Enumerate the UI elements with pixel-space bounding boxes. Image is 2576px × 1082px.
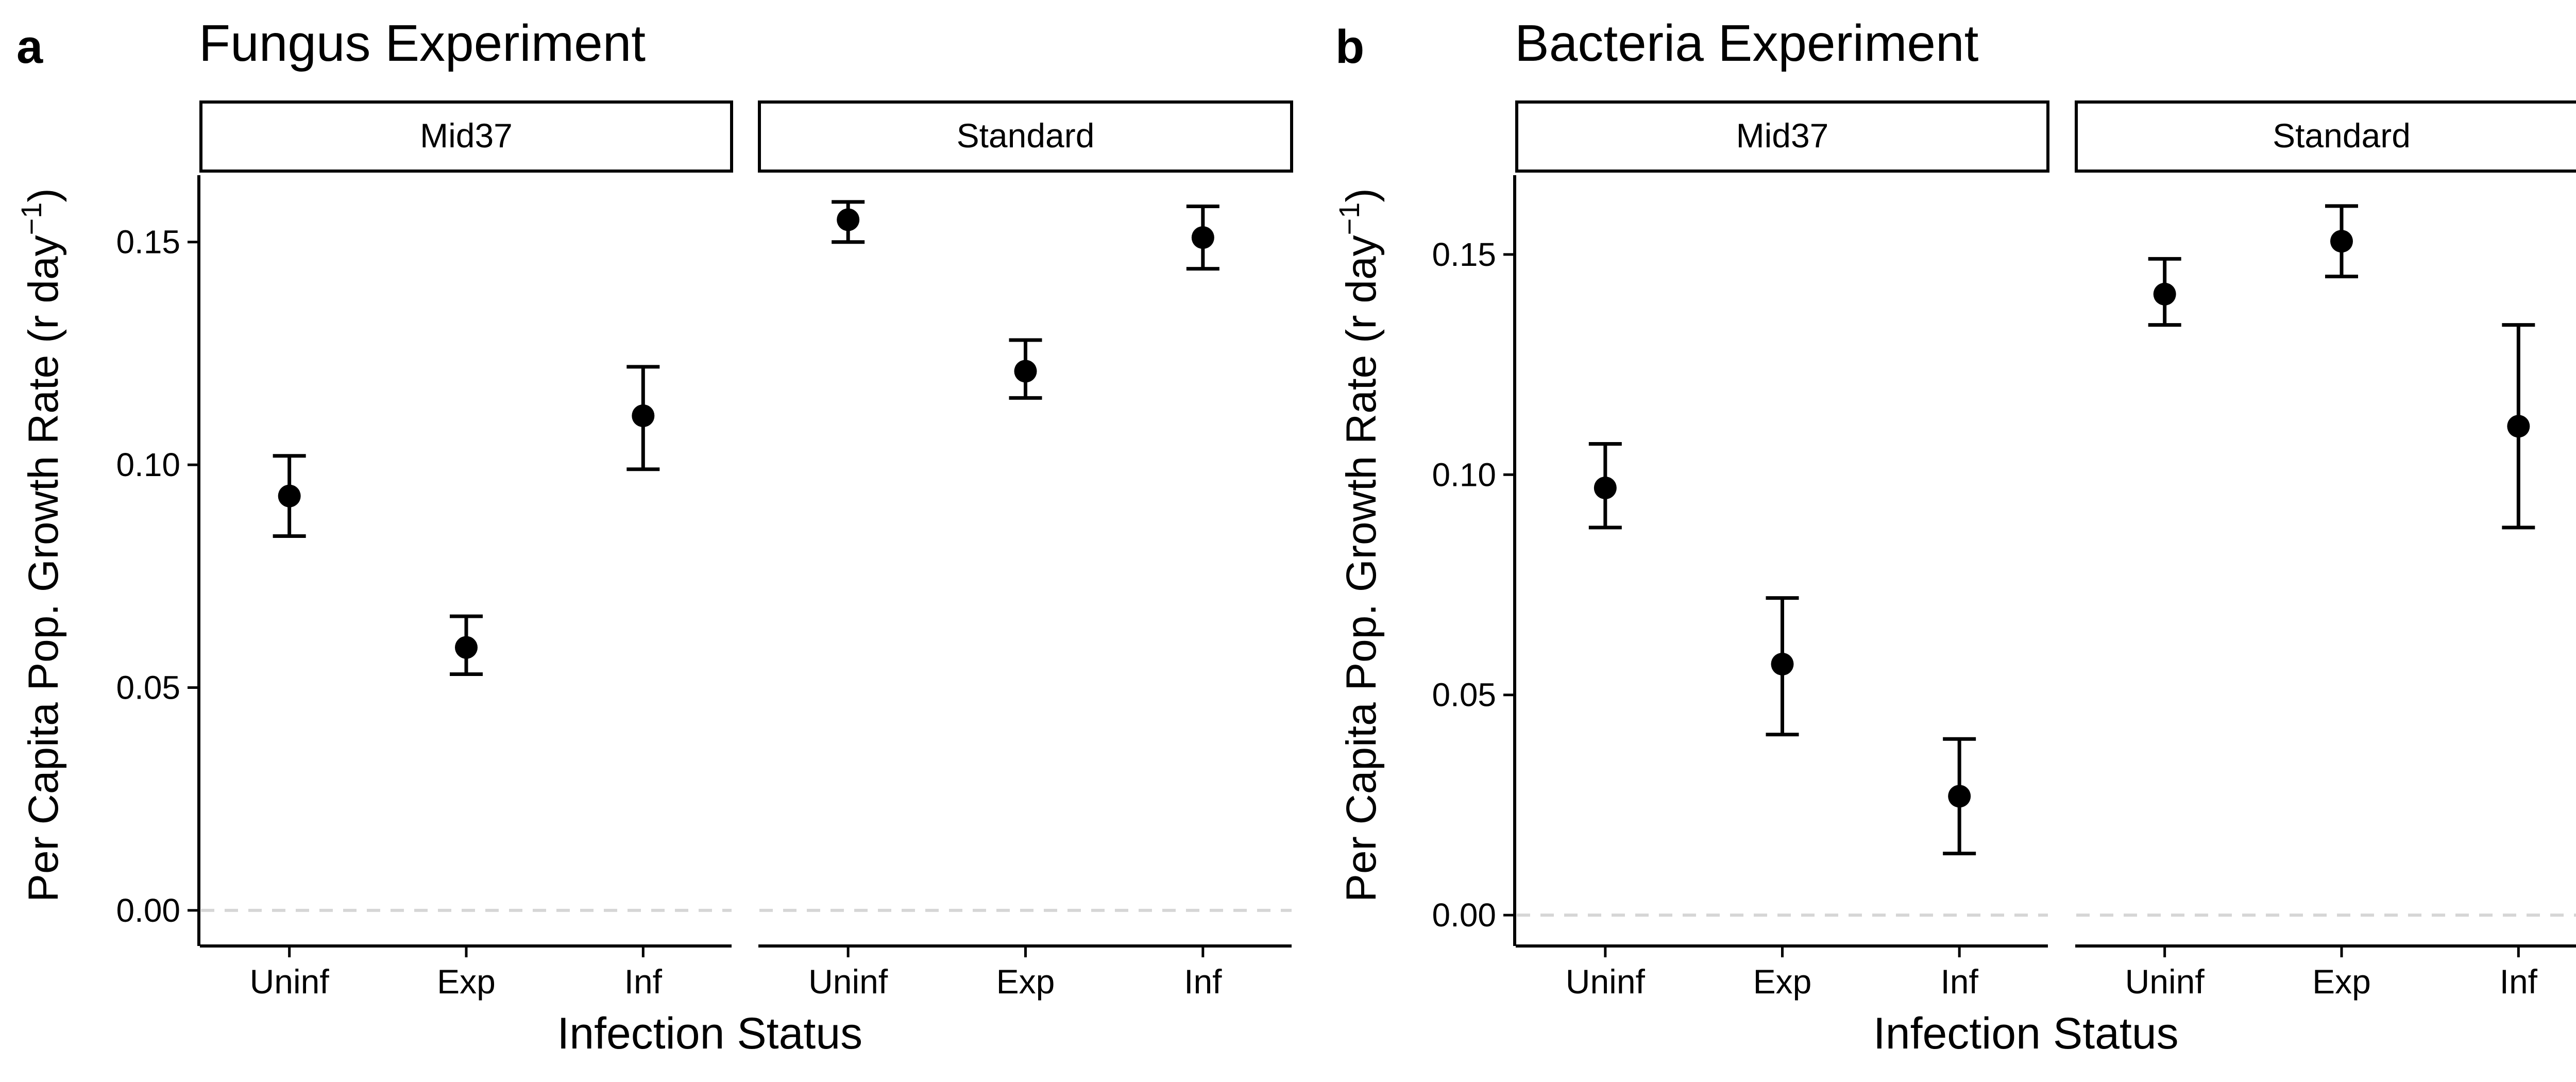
x-tick-label: Exp bbox=[1753, 962, 1812, 1001]
data-point bbox=[1771, 652, 1794, 675]
x-tick-label: Inf bbox=[1940, 962, 1978, 1001]
panel-letter: b bbox=[1335, 21, 1364, 73]
y-axis-label-exponent: −1 bbox=[15, 202, 47, 235]
facet-strip bbox=[2075, 100, 2576, 173]
data-point bbox=[1594, 476, 1617, 499]
facet-standard: Standard Uninf Exp Inf bbox=[2075, 100, 2576, 1001]
y-tick-label: 0.15 bbox=[116, 224, 180, 261]
x-tick-label: Exp bbox=[2312, 962, 2371, 1001]
data-point bbox=[1014, 360, 1037, 383]
data-point bbox=[632, 404, 655, 427]
panels: a Fungus Experiment Per Capita Pop. Growth… bbox=[15, 14, 2576, 1058]
x-tick-label: Uninf bbox=[808, 962, 888, 1001]
facet-strip-label: Standard bbox=[957, 116, 1095, 155]
y-tick-label: 0.05 bbox=[116, 669, 180, 706]
panel-a: a Fungus Experiment Per Capita Pop. Growth… bbox=[15, 14, 1293, 1058]
facet-mid37: Mid37 Uninf Exp Inf bbox=[199, 100, 733, 1001]
x-tick-label: Inf bbox=[1184, 962, 1222, 1001]
y-tick-label: 0.05 bbox=[1432, 677, 1496, 714]
x-tick-label: Exp bbox=[437, 962, 496, 1001]
y-axis-label-close: ) bbox=[1338, 188, 1385, 202]
x-axis-label: Infection Status bbox=[557, 1009, 862, 1058]
y-axis-label: Per Capita Pop. Growth Rate (r day−1) bbox=[1333, 188, 1385, 902]
y-tick-label: 0.15 bbox=[1432, 236, 1496, 273]
x-tick-label: Inf bbox=[2500, 962, 2538, 1001]
facet-strip bbox=[199, 100, 733, 173]
facet-standard: Standard Uninf Exp Inf bbox=[758, 100, 1293, 1001]
panel-b: b Bacteria Experiment Per Capita Pop. Grow… bbox=[1333, 14, 2576, 1058]
x-tick-label: Uninf bbox=[1566, 962, 1646, 1001]
y-tick-label: 0.00 bbox=[116, 892, 180, 929]
x-axis-label: Infection Status bbox=[1873, 1009, 2179, 1058]
y-tick-label: 0.10 bbox=[116, 446, 180, 483]
y-axis-label: Per Capita Pop. Growth Rate (r day−1) bbox=[15, 188, 67, 902]
y-axis-label-main: Per Capita Pop. Growth Rate (r day bbox=[1338, 235, 1385, 902]
facet-strip-label: Mid37 bbox=[1736, 116, 1829, 155]
facet-strip bbox=[758, 100, 1293, 173]
panel-letter: a bbox=[16, 21, 43, 73]
facet-strip-label: Mid37 bbox=[420, 116, 513, 155]
data-point bbox=[2507, 415, 2530, 438]
y-tick-label: 0.10 bbox=[1432, 456, 1496, 493]
x-tick-label: Exp bbox=[996, 962, 1055, 1001]
facet-strip-label: Standard bbox=[2273, 116, 2411, 155]
data-point bbox=[278, 484, 301, 508]
facet-mid37: Mid37 Uninf Exp Inf bbox=[1515, 100, 2049, 1001]
x-tick-label: Uninf bbox=[2125, 962, 2205, 1001]
y-axis-label-exponent: −1 bbox=[1333, 202, 1365, 235]
panel-title: Bacteria Experiment bbox=[1515, 14, 1979, 72]
y-tick-label: 0.00 bbox=[1432, 897, 1496, 934]
y-axis-label-main: Per Capita Pop. Growth Rate (r day bbox=[20, 235, 67, 902]
data-point bbox=[2330, 230, 2353, 253]
data-point bbox=[2153, 282, 2176, 306]
data-point bbox=[837, 208, 860, 231]
panel-title: Fungus Experiment bbox=[199, 14, 646, 72]
data-point bbox=[1191, 226, 1214, 249]
data-point bbox=[455, 636, 478, 659]
facet-strip bbox=[1515, 100, 2049, 173]
y-axis-label-close: ) bbox=[20, 188, 67, 202]
data-point bbox=[1948, 785, 1971, 808]
x-tick-label: Inf bbox=[624, 962, 663, 1001]
x-tick-label: Uninf bbox=[250, 962, 330, 1001]
